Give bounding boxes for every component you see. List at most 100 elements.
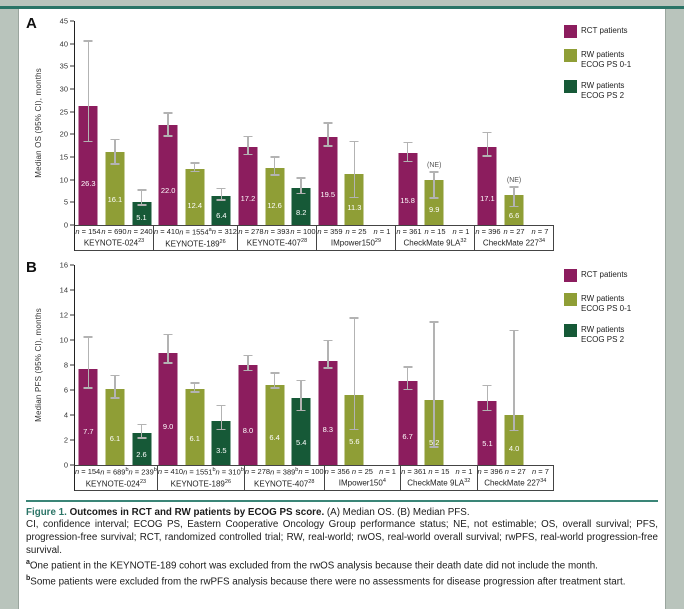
ne-annotation: (NE) [506, 176, 522, 184]
error-bar [273, 373, 276, 389]
bar-rct: 8.3 [318, 361, 338, 466]
y-tick-label: 0 [63, 460, 68, 470]
legend-swatch-icon [564, 49, 577, 62]
n-row: n = 410 n = 1554a n = 312 [154, 227, 237, 237]
bar-rct: 22.0 [158, 125, 178, 225]
error-bar-cap [190, 170, 200, 173]
y-tick: 10 [60, 175, 74, 184]
x-group-cell: n = 410 n = 1554a n = 312 KEYNOTE-18926 [153, 226, 237, 251]
figure-panels-note: (A) Median OS. (B) Median PFS. [326, 506, 470, 518]
y-tick-mark [70, 43, 74, 45]
error-bar-cap [270, 156, 280, 158]
error-bar-cap [509, 186, 519, 188]
y-tick-mark [70, 289, 74, 291]
study-label: CheckMate 9LA32 [403, 238, 467, 248]
y-tick: 15 [60, 153, 74, 162]
bar-slot: 16.1 [102, 21, 129, 225]
n-row: n = 410 n = 1551b n = 310b [158, 467, 244, 477]
panel-a-letter: A [26, 15, 37, 32]
n-label: n = 27 [504, 467, 526, 477]
bar-slot: 6.4 [261, 265, 288, 466]
error-bar-cap [403, 366, 413, 368]
figure-card: A Median OS (95% CI), months 0 5 10 15 20 25 3… [18, 9, 666, 609]
bar-value-label: 17.1 [480, 193, 495, 203]
error-bar-cap [403, 388, 413, 391]
error-bar [193, 383, 196, 393]
y-tick-mark [70, 201, 74, 203]
n-row: n = 396 n = 27 n = 7 [478, 467, 553, 476]
error-bar-cap [429, 171, 439, 173]
trial-group: 8.0 6.4 5.4 [235, 265, 315, 466]
error-bar-cap [509, 429, 519, 432]
bar-slot: 5.1 [128, 21, 155, 225]
x-group-cell: n = 396 n = 27 n = 7 CheckMate 22734 [476, 466, 553, 491]
error-bar-cap [323, 367, 333, 369]
error-bar [167, 113, 169, 137]
error-bar-cap [482, 155, 492, 157]
n-row: n = 154 n = 689b n = 239b [75, 467, 157, 477]
trial-group: 9.0 6.1 3.5 [155, 265, 235, 466]
x-group-cell: n = 359 n = 25 n = 1 IMpower15029 [315, 226, 395, 251]
y-tick: 16 [60, 261, 74, 270]
error-bar-cap [190, 382, 200, 384]
n-label: n = 396 [477, 467, 503, 477]
error-bar [87, 41, 90, 143]
bar-value-label: 6.1 [189, 434, 200, 444]
y-axis: 0 2 4 6 8 10 12 14 16 [50, 261, 74, 470]
bar-rct: 17.2 [238, 147, 258, 225]
y-tick-label: 20 [59, 129, 68, 139]
bar-slot: 8.0 [235, 265, 262, 466]
error-bar-cap [83, 140, 93, 143]
n-label: n = 100 [298, 467, 324, 477]
error-bar-cap [163, 362, 173, 364]
y-tick-mark [70, 364, 74, 366]
legend-item-rw-patients-ecog-ps-2: RW patients ECOG PS 2 [564, 80, 660, 100]
n-label: n = 239b [128, 467, 157, 477]
y-tick-label: 10 [59, 335, 68, 345]
error-bar [247, 137, 249, 156]
y-tick: 40 [60, 39, 74, 48]
error-bar-cap [216, 187, 226, 190]
x-group-cell: n = 396 n = 27 n = 7 CheckMate 22734 [474, 226, 553, 251]
error-bar-cap [163, 112, 173, 114]
legend-item-rw-patients-ecog-ps-0-1: RW patients ECOG PS 0-1 [564, 293, 660, 313]
trial-group: 19.5 11.3 [314, 21, 394, 225]
n-label: n = 240 [127, 227, 153, 236]
y-tick-label: 40 [59, 39, 68, 49]
bar-slot: 6.7 [394, 265, 421, 466]
bar-value-label: 6.7 [402, 431, 413, 441]
bar-value-label: 3.5 [216, 445, 227, 455]
error-bar [327, 123, 329, 147]
bar-slot: 17.1 [474, 21, 501, 225]
x-group-cell: n = 361 n = 15 n = 1 CheckMate 9LA32 [400, 466, 476, 491]
n-label: n = 361 [396, 227, 422, 236]
y-tick-mark [70, 339, 74, 341]
y-tick-mark [70, 156, 74, 158]
error-bar [433, 173, 435, 199]
error-bar-cap [110, 163, 120, 165]
y-tick-label: 25 [59, 107, 68, 117]
trial-group: 26.3 16.1 5.1 [75, 21, 155, 225]
bar-rct: 19.5 [318, 136, 338, 225]
y-tick-mark [70, 179, 74, 181]
error-bar-cap [137, 437, 147, 439]
panel-b-letter: B [26, 259, 37, 277]
panel-a-plot-col: 26.3 16.1 5.1 22.0 12.4 6.4 17.2 12.6 8.2 19.5 11.… [74, 21, 554, 252]
trial-group: 8.3 5.6 [314, 265, 394, 466]
error-bar-cap [216, 404, 226, 407]
y-tick-label: 14 [59, 285, 68, 295]
error-bar-cap [403, 160, 413, 163]
bar-slot: 6.6 (NE) [501, 21, 528, 225]
study-label: KEYNOTE-02423 [85, 478, 147, 489]
bar-rct: 8.0 [238, 365, 258, 466]
bar-rct: 9.0 [158, 352, 178, 466]
bar-rct: 17.1 [477, 147, 497, 225]
error-bar [513, 331, 515, 432]
bar-slot: 12.4 [181, 21, 208, 225]
bar-rw-ps2: 8.2 [291, 187, 311, 225]
bar-value-label: 6.6 [508, 210, 520, 220]
error-bar-cap [296, 192, 306, 195]
error-bar-cap [243, 153, 253, 156]
bar-rw-ps0-1: 5.6 [344, 395, 364, 466]
bar-slot [448, 21, 475, 225]
